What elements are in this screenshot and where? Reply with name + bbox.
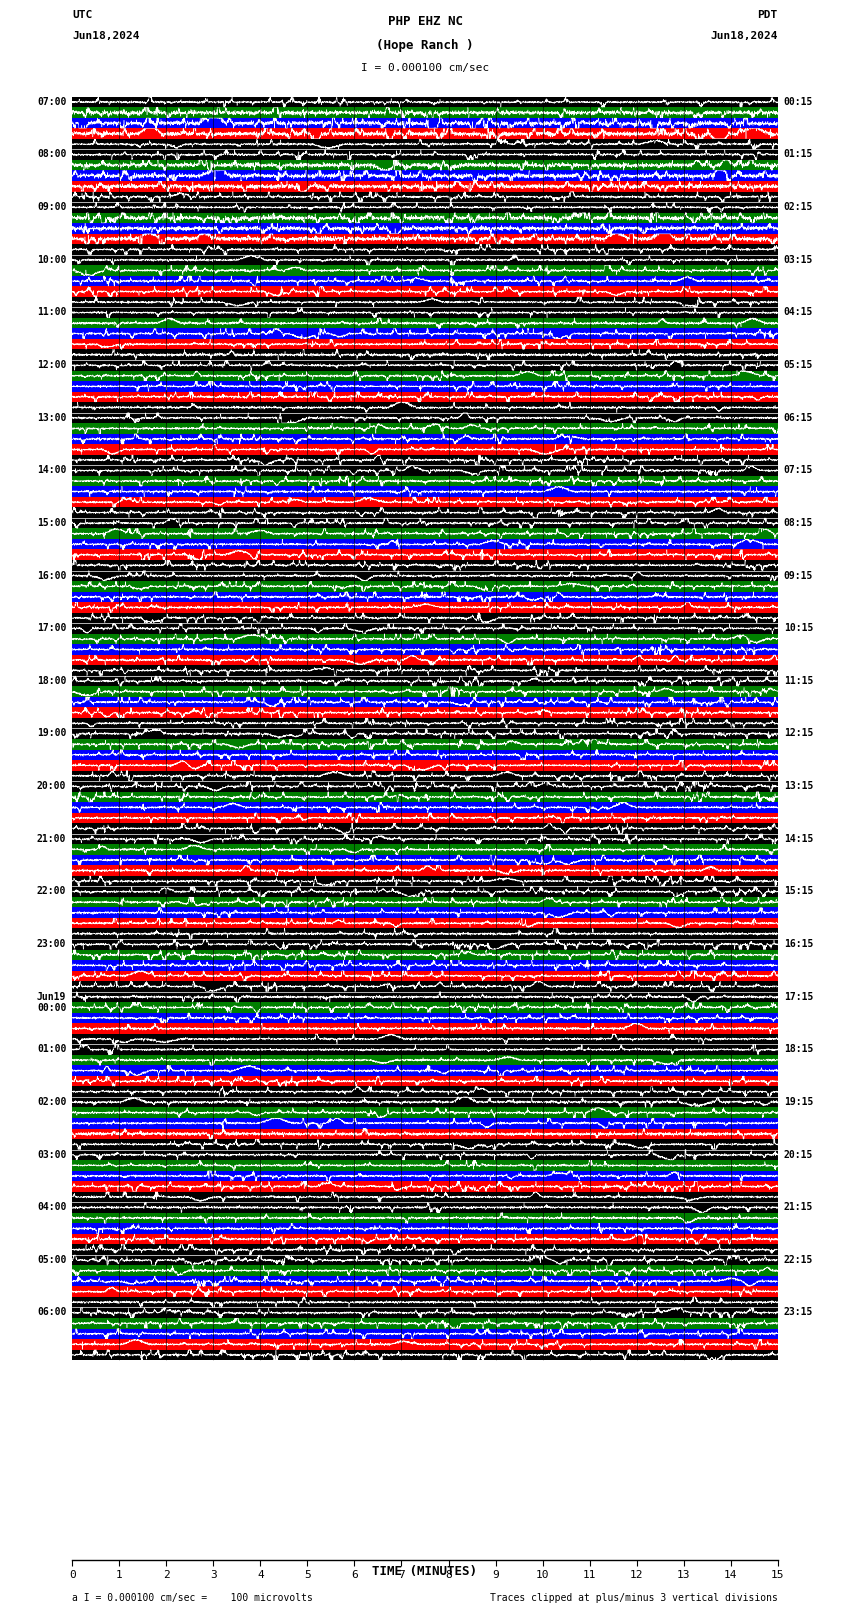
Text: 12:00: 12:00 — [37, 360, 66, 369]
Text: (Hope Ranch ): (Hope Ranch ) — [377, 39, 473, 52]
Text: 01:00: 01:00 — [37, 1044, 66, 1055]
Text: 04:15: 04:15 — [784, 308, 813, 318]
Text: 02:15: 02:15 — [784, 202, 813, 211]
Text: UTC: UTC — [72, 10, 93, 19]
Text: 08:00: 08:00 — [37, 150, 66, 160]
Text: 13:15: 13:15 — [784, 781, 813, 790]
Text: 06:00: 06:00 — [37, 1308, 66, 1318]
Text: 16:15: 16:15 — [784, 939, 813, 948]
Text: 22:15: 22:15 — [784, 1255, 813, 1265]
Text: 09:00: 09:00 — [37, 202, 66, 211]
Text: 22:00: 22:00 — [37, 887, 66, 897]
Text: 03:15: 03:15 — [784, 255, 813, 265]
Text: I = 0.000100 cm/sec: I = 0.000100 cm/sec — [361, 63, 489, 73]
Text: 01:15: 01:15 — [784, 150, 813, 160]
Text: 14:00: 14:00 — [37, 465, 66, 476]
Text: 20:15: 20:15 — [784, 1150, 813, 1160]
Text: 23:00: 23:00 — [37, 939, 66, 948]
Text: PDT: PDT — [757, 10, 778, 19]
Text: 05:00: 05:00 — [37, 1255, 66, 1265]
Text: 21:15: 21:15 — [784, 1202, 813, 1213]
Text: 02:00: 02:00 — [37, 1097, 66, 1107]
Text: 11:15: 11:15 — [784, 676, 813, 686]
Text: 19:15: 19:15 — [784, 1097, 813, 1107]
Text: 10:15: 10:15 — [784, 623, 813, 634]
Text: 17:15: 17:15 — [784, 992, 813, 1002]
Text: 18:15: 18:15 — [784, 1044, 813, 1055]
Text: 08:15: 08:15 — [784, 518, 813, 527]
Text: 15:15: 15:15 — [784, 887, 813, 897]
Text: a I = 0.000100 cm/sec =    100 microvolts: a I = 0.000100 cm/sec = 100 microvolts — [72, 1594, 313, 1603]
Text: 10:00: 10:00 — [37, 255, 66, 265]
Text: 15:00: 15:00 — [37, 518, 66, 527]
Text: TIME (MINUTES): TIME (MINUTES) — [372, 1565, 478, 1578]
Text: 16:00: 16:00 — [37, 571, 66, 581]
Text: 12:15: 12:15 — [784, 729, 813, 739]
Text: 21:00: 21:00 — [37, 834, 66, 844]
Text: 05:15: 05:15 — [784, 360, 813, 369]
Text: PHP EHZ NC: PHP EHZ NC — [388, 15, 462, 27]
Text: 23:15: 23:15 — [784, 1308, 813, 1318]
Text: 19:00: 19:00 — [37, 729, 66, 739]
Text: 00:15: 00:15 — [784, 97, 813, 106]
Text: 11:00: 11:00 — [37, 308, 66, 318]
Text: 07:00: 07:00 — [37, 97, 66, 106]
Text: 20:00: 20:00 — [37, 781, 66, 790]
Text: 06:15: 06:15 — [784, 413, 813, 423]
Text: Traces clipped at plus/minus 3 vertical divisions: Traces clipped at plus/minus 3 vertical … — [490, 1594, 778, 1603]
Text: 07:15: 07:15 — [784, 465, 813, 476]
Text: 17:00: 17:00 — [37, 623, 66, 634]
Text: 13:00: 13:00 — [37, 413, 66, 423]
Text: 18:00: 18:00 — [37, 676, 66, 686]
Text: 09:15: 09:15 — [784, 571, 813, 581]
Text: 03:00: 03:00 — [37, 1150, 66, 1160]
Text: Jun19
00:00: Jun19 00:00 — [37, 992, 66, 1013]
Text: 14:15: 14:15 — [784, 834, 813, 844]
Text: Jun18,2024: Jun18,2024 — [72, 31, 139, 40]
Text: 04:00: 04:00 — [37, 1202, 66, 1213]
Text: Jun18,2024: Jun18,2024 — [711, 31, 778, 40]
